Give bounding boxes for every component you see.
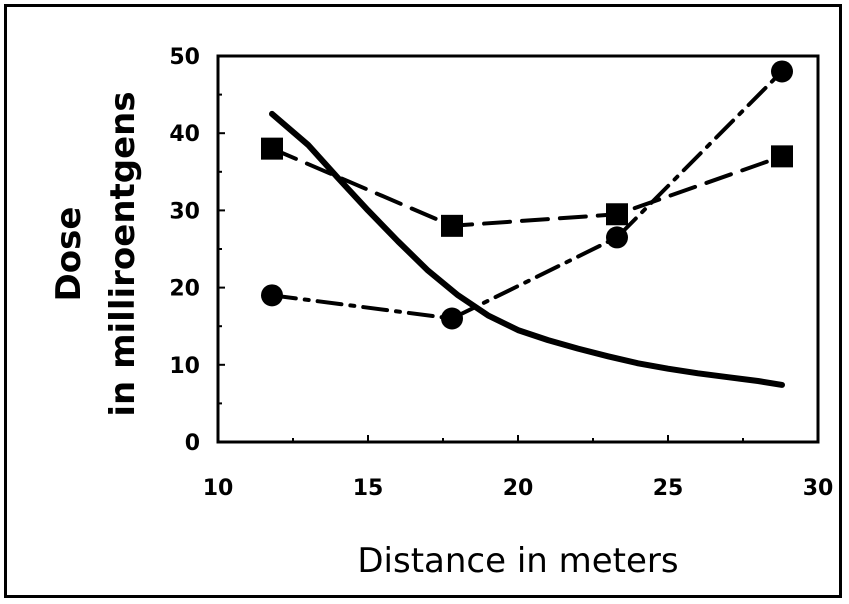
y-tick-label: 50 [169,45,200,70]
axis-ticks [217,55,819,443]
x-axis-title: Distance in meters [357,541,678,581]
y-tick-label: 0 [185,431,200,456]
dashed-series-line [270,146,784,228]
plot-area [216,54,820,444]
y-tick-label: 10 [169,354,200,379]
solid-series-line [269,110,785,388]
circle-marker [261,284,283,307]
x-tick-label: 15 [353,476,384,501]
x-tick-label: 20 [503,476,534,501]
y-axis-title-line1: Dose [49,207,89,302]
circle-marker [441,307,463,330]
y-tick-label: 30 [169,199,200,224]
square-marker [441,214,463,237]
plot-border [216,54,820,444]
x-tick-label: 30 [803,476,834,501]
square-marker [261,137,283,160]
y-axis-title: Dose in milliroentgens [49,91,143,416]
x-tick-label: 10 [203,476,234,501]
square-marker [606,203,628,226]
dash-dot-series-line [270,69,784,321]
circle-marker [606,226,628,249]
circle-marker [771,60,793,83]
x-tick-label: 25 [653,476,684,501]
y-tick-label: 20 [169,277,200,302]
chart-frame [4,4,842,598]
marker-layer [261,60,793,330]
series-layer [269,69,785,388]
y-axis-title-line2: in milliroentgens [103,91,143,416]
y-tick-label: 40 [169,122,200,147]
square-marker [771,145,793,168]
